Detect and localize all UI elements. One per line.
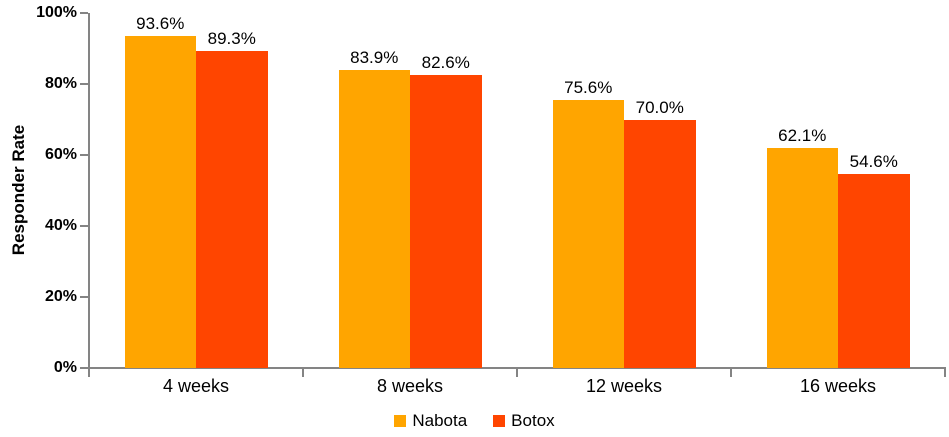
bar-botox bbox=[410, 74, 482, 368]
bar-botox bbox=[196, 50, 268, 368]
y-axis-tick-label: 20% bbox=[44, 288, 77, 305]
y-axis-tick bbox=[80, 296, 88, 298]
x-axis-tick bbox=[516, 369, 518, 377]
x-axis-tick bbox=[302, 369, 304, 377]
y-axis-tick-label: 100% bbox=[36, 4, 77, 21]
bar-nabota bbox=[124, 35, 196, 368]
value-label: 89.3% bbox=[207, 28, 256, 48]
x-axis-tick bbox=[88, 369, 90, 377]
legend: Nabota Botox bbox=[0, 412, 949, 430]
bar-nabota bbox=[338, 70, 410, 368]
legend-label: Botox bbox=[511, 411, 555, 430]
y-axis-line bbox=[88, 13, 90, 376]
x-axis-tick bbox=[730, 369, 732, 377]
legend-item-botox: Botox bbox=[493, 411, 555, 430]
y-axis-tick bbox=[80, 154, 88, 156]
x-axis-category-label: 8 weeks bbox=[376, 376, 444, 396]
botox-swatch-icon bbox=[493, 415, 506, 427]
bar-botox bbox=[624, 119, 696, 368]
y-axis-tick-label: 60% bbox=[44, 146, 77, 163]
x-axis-category-label: 12 weeks bbox=[585, 376, 663, 396]
nabota-swatch-icon bbox=[394, 415, 407, 427]
legend-item-nabota: Nabota bbox=[394, 412, 467, 430]
x-axis-category-label: 4 weeks bbox=[162, 376, 230, 396]
y-axis-tick bbox=[80, 12, 88, 14]
value-label: 82.6% bbox=[421, 52, 470, 72]
x-axis-line bbox=[88, 367, 946, 369]
y-axis-tick bbox=[80, 367, 88, 369]
value-label: 70.0% bbox=[635, 97, 684, 117]
x-axis-category-label: 16 weeks bbox=[799, 376, 877, 396]
value-label: 83.9% bbox=[350, 48, 399, 68]
bar-botox bbox=[838, 174, 910, 368]
legend-label: Nabota bbox=[412, 411, 468, 430]
y-axis-tick bbox=[80, 225, 88, 227]
y-axis-tick-label: 80% bbox=[44, 75, 77, 92]
bar-nabota bbox=[552, 99, 624, 368]
x-axis-tick bbox=[944, 369, 946, 377]
value-label: 75.6% bbox=[564, 77, 613, 97]
y-axis-tick-label: 0% bbox=[53, 359, 77, 376]
value-label: 93.6% bbox=[136, 13, 185, 33]
value-label: 54.6% bbox=[849, 152, 898, 172]
y-axis-tick-label: 40% bbox=[44, 217, 77, 234]
y-axis-tick bbox=[80, 83, 88, 85]
value-label: 62.1% bbox=[778, 125, 827, 145]
bar-nabota bbox=[766, 147, 838, 368]
